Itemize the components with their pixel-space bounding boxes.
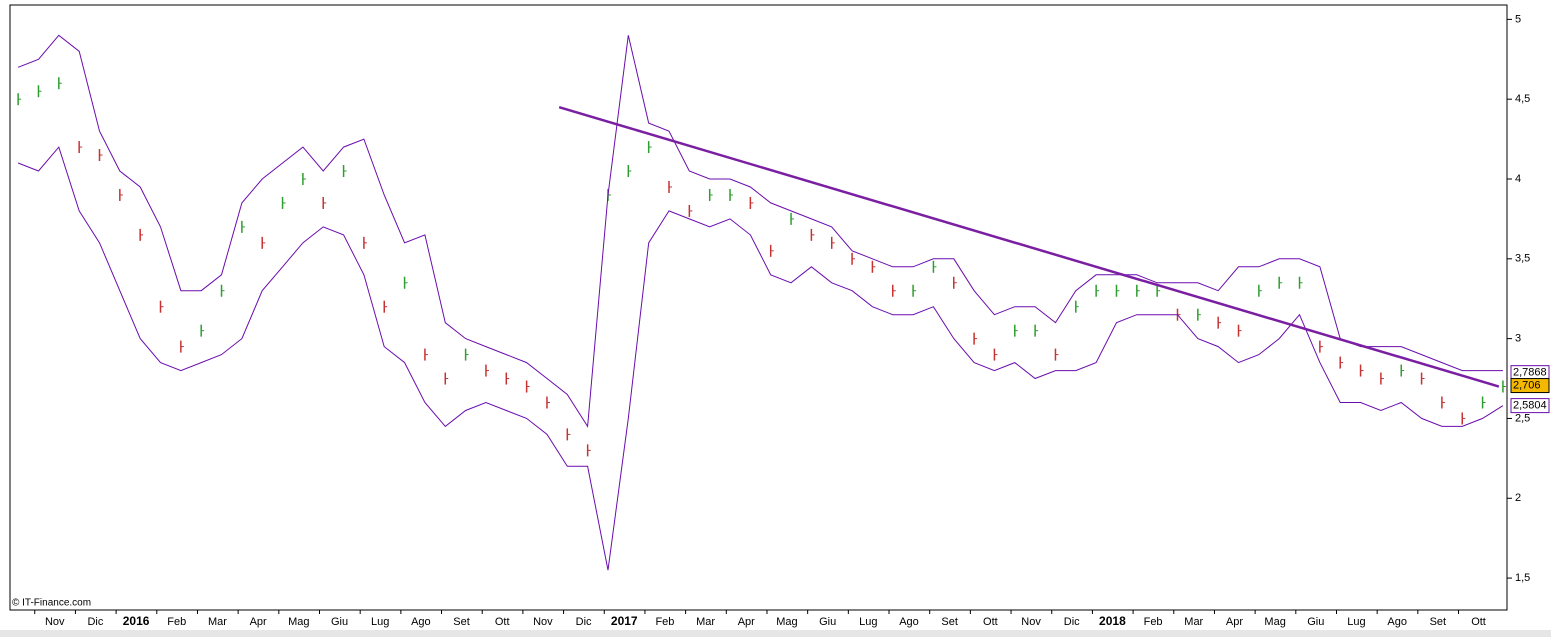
- x-tick-label: Ott: [983, 616, 998, 628]
- x-tick-label: Dic: [87, 616, 103, 628]
- last-value-label: 2,7868: [1513, 367, 1547, 379]
- last-value-box: [1510, 378, 1550, 394]
- last-value-label: 2,706: [1513, 379, 1541, 391]
- x-tick-label: Set: [1430, 616, 1447, 628]
- x-tick-label: Ago: [899, 616, 919, 628]
- scrollbar: [0, 630, 1551, 637]
- x-tick-label: Ago: [1387, 616, 1407, 628]
- band-line: [17, 34, 1503, 428]
- x-tick-label: 2018: [1099, 614, 1126, 628]
- y-tick-label: 3,5: [1515, 253, 1530, 265]
- last-value-box: [1510, 398, 1550, 414]
- x-tick-label: Lug: [371, 616, 389, 628]
- x-tick-label: Dic: [576, 616, 592, 628]
- y-tick-label: 2,5: [1515, 412, 1530, 424]
- x-tick-label: Dic: [1064, 616, 1080, 628]
- x-tick-label: Ott: [495, 616, 510, 628]
- y-tick-label: 4: [1515, 173, 1521, 185]
- x-tick-label: 2016: [123, 614, 150, 628]
- trendline: [558, 105, 1500, 388]
- x-tick-label: Mar: [208, 616, 227, 628]
- x-tick-label: Giu: [819, 616, 836, 628]
- x-tick-label: Feb: [655, 616, 674, 628]
- x-tick-label: Mag: [776, 616, 797, 628]
- y-tick-label: 4,5: [1515, 93, 1530, 105]
- x-tick-label: Apr: [738, 616, 755, 628]
- y-tick-label: 3: [1515, 333, 1521, 345]
- x-tick-label: Mar: [696, 616, 715, 628]
- last-value-label: 2,5804: [1513, 400, 1547, 412]
- x-tick-label: Feb: [167, 616, 186, 628]
- x-tick-label: Ago: [411, 616, 431, 628]
- x-tick-label: Mar: [1184, 616, 1203, 628]
- x-tick-label: 2017: [611, 614, 638, 628]
- x-tick-label: Nov: [1021, 616, 1041, 628]
- x-tick-label: Set: [941, 616, 958, 628]
- band-line: [17, 146, 1504, 571]
- x-tick-label: Nov: [45, 616, 65, 628]
- y-tick-label: 1,5: [1515, 572, 1530, 584]
- x-tick-label: Feb: [1144, 616, 1163, 628]
- x-tick-label: Lug: [859, 616, 877, 628]
- x-tick-label: Lug: [1347, 616, 1365, 628]
- watermark: © IT-Finance.com: [12, 598, 91, 609]
- x-tick-label: Apr: [1226, 616, 1243, 628]
- x-tick-label: Giu: [1307, 616, 1324, 628]
- x-tick-label: Apr: [250, 616, 267, 628]
- x-tick-label: Mag: [1264, 616, 1285, 628]
- x-tick-label: Giu: [331, 616, 348, 628]
- x-tick-label: Nov: [533, 616, 553, 628]
- x-tick-label: Ott: [1471, 616, 1486, 628]
- y-tick-label: 2: [1515, 492, 1521, 504]
- x-tick-label: Set: [453, 616, 470, 628]
- y-tick-label: 5: [1515, 13, 1521, 25]
- plot-frame: [9, 4, 1508, 611]
- x-tick-label: Mag: [288, 616, 309, 628]
